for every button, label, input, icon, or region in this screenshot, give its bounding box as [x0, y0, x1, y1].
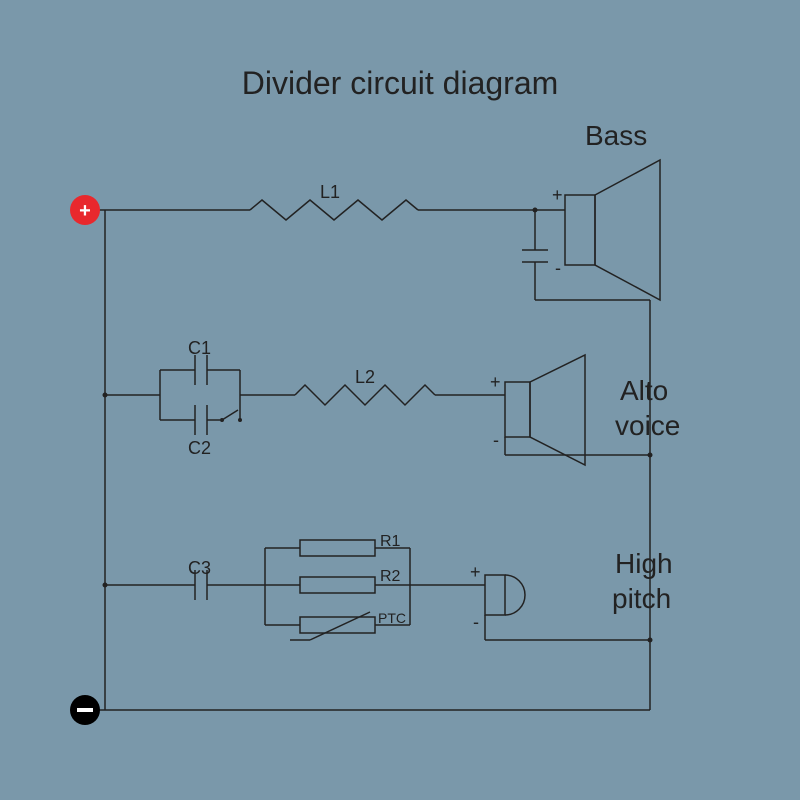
label-r2: R2: [380, 568, 400, 586]
label-c1: C1: [188, 338, 211, 359]
sign-alto-plus: +: [490, 372, 501, 393]
label-r1: R1: [380, 533, 400, 551]
label-alto-2: voice: [615, 410, 680, 442]
sign-bass-plus: +: [552, 185, 563, 206]
label-high-2: pitch: [612, 583, 671, 615]
diagram-title: Divider circuit diagram: [200, 65, 600, 102]
svg-text:+: +: [79, 200, 91, 222]
sign-alto-minus: -: [493, 430, 499, 451]
label-high-1: High: [615, 548, 673, 580]
sign-bass-minus: -: [555, 258, 561, 279]
circuit-svg: +: [0, 0, 800, 800]
label-l2: L2: [355, 367, 375, 388]
label-c3: C3: [188, 558, 211, 579]
label-ptc: PTC: [378, 610, 406, 626]
sign-high-minus: -: [473, 612, 479, 633]
label-bass: Bass: [585, 120, 647, 152]
label-c2: C2: [188, 438, 211, 459]
circuit-canvas: + Divider circuit diagram L1 L2 C1 C2 C3…: [0, 0, 800, 800]
label-l1: L1: [320, 182, 340, 203]
sign-high-plus: +: [470, 562, 481, 583]
label-alto-1: Alto: [620, 375, 668, 407]
